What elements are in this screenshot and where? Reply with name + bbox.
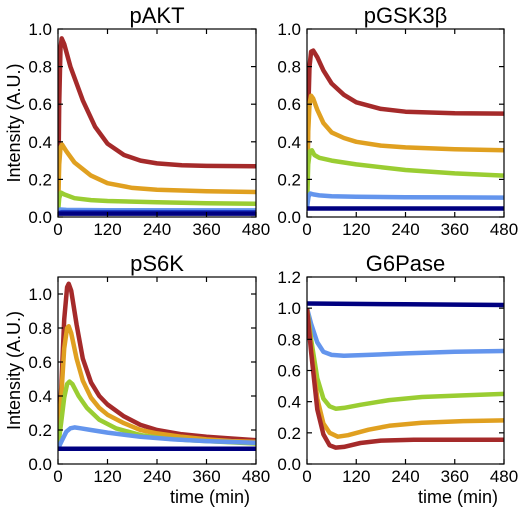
series-line-5 xyxy=(307,307,504,450)
y-tick-label: 0.0 xyxy=(277,455,301,474)
x-tick-label: 240 xyxy=(143,220,171,239)
series-line-4 xyxy=(58,425,256,450)
y-tick-label: 0.4 xyxy=(28,133,52,152)
y-tick-label: 1.0 xyxy=(28,20,52,39)
y-tick-label: 0.0 xyxy=(28,455,52,474)
y-tick-label: 0.4 xyxy=(277,133,301,152)
series-line-1 xyxy=(58,281,256,448)
series-line-4 xyxy=(307,307,504,439)
y-tick-label: 0.0 xyxy=(28,208,52,227)
x-tick-label: 360 xyxy=(192,220,220,239)
x-axis-label: time (min) xyxy=(418,487,498,507)
x-tick-label: 360 xyxy=(441,220,469,239)
y-tick-label: 0.2 xyxy=(277,170,301,189)
y-tick-label: 0.8 xyxy=(277,58,301,77)
series-lines xyxy=(58,281,256,451)
series-lines xyxy=(307,301,504,450)
y-axis-label: Intensity (A.U.) xyxy=(4,311,24,430)
x-tick-label: 480 xyxy=(490,220,518,239)
plot-frame xyxy=(306,28,505,218)
series-line-2 xyxy=(307,307,504,358)
x-tick-label: 0 xyxy=(302,467,311,486)
x-tick-label: 240 xyxy=(143,467,171,486)
y-tick-label: 1.2 xyxy=(277,268,301,287)
x-tick-label: 120 xyxy=(342,467,370,486)
series-lines xyxy=(307,48,504,211)
chart-title: pAKT xyxy=(129,3,184,28)
y-axis-label: Intensity (A.U.) xyxy=(4,63,24,182)
chart-panel-4: 0 120 240 360 480 0.0 0.2 0.4 0.6 0.8 1.0 1.2 G6Pase… xyxy=(277,251,518,507)
series-line-2 xyxy=(58,142,256,214)
x-tick-label: 120 xyxy=(342,220,370,239)
series-lines xyxy=(58,36,256,216)
x-tick-label: 0 xyxy=(53,220,62,239)
series-line-2 xyxy=(58,324,256,448)
y-tick-label: 0.0 xyxy=(277,208,301,227)
x-tick-label: 480 xyxy=(242,220,270,239)
x-tick-label: 120 xyxy=(93,467,121,486)
y-tick-label: 0.6 xyxy=(277,95,301,114)
x-tick-label: 240 xyxy=(391,467,419,486)
series-line-2 xyxy=(307,93,504,208)
y-tick-label: 0.6 xyxy=(28,353,52,372)
chart-title: G6Pase xyxy=(366,251,446,276)
y-tick-label: 0.6 xyxy=(28,95,52,114)
y-tick-label: 0.2 xyxy=(28,170,52,189)
y-tick-label: 0.6 xyxy=(277,362,301,381)
y-tick-label: 0.8 xyxy=(28,319,52,338)
series-line-4 xyxy=(307,191,504,208)
y-tick-label: 0.8 xyxy=(277,330,301,349)
series-line-1 xyxy=(58,36,256,214)
chart-title: pS6K xyxy=(130,251,184,276)
y-tick-label: 0.4 xyxy=(277,393,301,412)
chart-panel-3: 0 120 240 360 480 0.0 0.2 0.4 0.6 0.8 1.0 pS6K Inten… xyxy=(4,251,270,507)
y-tick-label: 0.4 xyxy=(28,387,52,406)
x-tick-label: 0 xyxy=(53,467,62,486)
x-tick-label: 480 xyxy=(490,467,518,486)
x-tick-label: 240 xyxy=(391,220,419,239)
series-line-1 xyxy=(307,48,504,208)
y-tick-label: 1.0 xyxy=(277,299,301,318)
x-tick-label: 480 xyxy=(242,467,270,486)
series-line-3 xyxy=(58,190,256,214)
x-tick-label: 360 xyxy=(192,467,220,486)
y-tick-label: 1.0 xyxy=(277,20,301,39)
y-tick-label: 0.8 xyxy=(28,58,52,77)
y-tick-label: 1.0 xyxy=(28,285,52,304)
x-tick-label: 360 xyxy=(441,467,469,486)
chart-panel-1: 0 120 240 360 480 0.0 0.2 0.4 0.6 0.8 1.0 pAKT Inten… xyxy=(4,3,270,239)
x-tick-label: 0 xyxy=(302,220,311,239)
chart-panel-2: 0 120 240 360 480 0.0 0.2 0.4 0.6 0.8 1.0 pGSK3β xyxy=(277,3,518,239)
series-line-3 xyxy=(307,148,504,208)
y-tick-label: 0.2 xyxy=(28,421,52,440)
y-tick-label: 0.2 xyxy=(277,424,301,443)
series-line-3 xyxy=(307,307,504,411)
series-line-1 xyxy=(307,301,504,308)
x-axis-label: time (min) xyxy=(170,487,250,507)
chart-title: pGSK3β xyxy=(364,3,448,28)
x-tick-label: 120 xyxy=(93,220,121,239)
